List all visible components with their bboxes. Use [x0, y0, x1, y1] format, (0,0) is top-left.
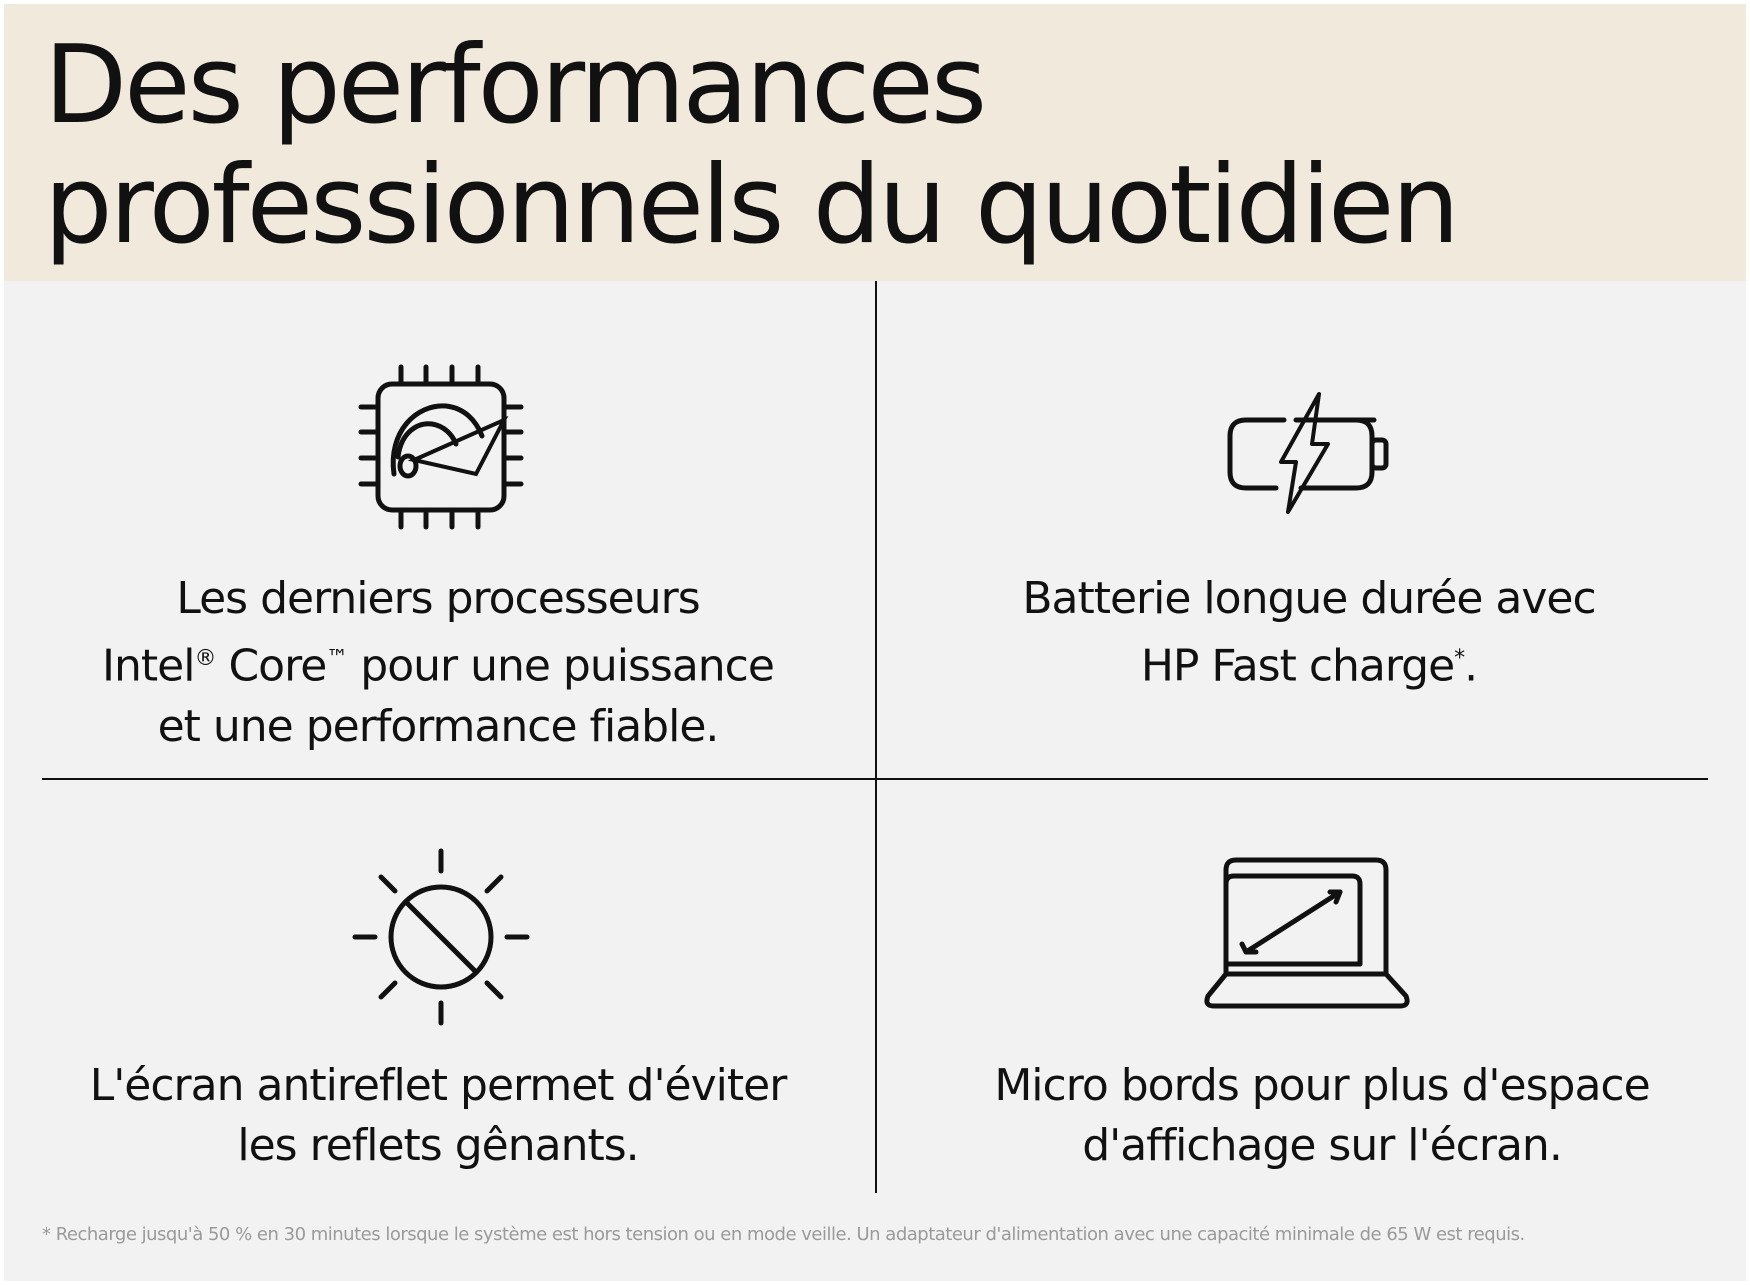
vertical-divider [875, 281, 877, 1193]
feature-line: les reflets gênants. [237, 1120, 639, 1171]
feature-line: d'affichage sur l'écran. [1082, 1120, 1563, 1171]
feature-line: HP Fast charge [1140, 640, 1455, 692]
feature-line: Core [215, 640, 327, 692]
feature-line: L'écran antireflet permet d'éviter [89, 1060, 788, 1111]
feature-line: Micro bords pour plus d'espace [994, 1060, 1650, 1111]
registered-mark: ® [194, 646, 216, 671]
feature-battery-text: Batterie longue durée avec HP Fast charg… [899, 569, 1719, 697]
horizontal-divider [42, 778, 1708, 780]
feature-line: Les derniers processeurs [176, 573, 700, 624]
feature-microedge-text: Micro bords pour plus d'espace d'afficha… [912, 1056, 1732, 1176]
feature-antiglare-text: L'écran antireflet permet d'éviter les r… [28, 1056, 848, 1176]
feature-line: Intel [102, 640, 195, 692]
battery-fast-charge-icon [1227, 392, 1389, 514]
header-banner: Des performances professionnels du quoti… [4, 4, 1746, 281]
feature-line: . [1464, 640, 1478, 692]
feature-line: et une performance fiable. [157, 700, 720, 752]
feature-line: pour une puissance [347, 640, 775, 692]
anti-glare-sun-icon [352, 848, 530, 1026]
feature-processor-text: Les derniers processeurs Intel® Core™ po… [28, 569, 848, 757]
trademark-mark: ™ [326, 646, 348, 671]
processor-speedometer-icon [358, 364, 524, 530]
title-line-2: professionnels du quotidien [44, 143, 1460, 268]
footnote-mark: * [1454, 646, 1465, 671]
feature-line: Batterie longue durée avec [1022, 573, 1596, 624]
page-title: Des performances professionnels du quoti… [44, 23, 1460, 268]
title-line-1: Des performances [44, 23, 987, 148]
laptop-micro-edge-icon [1204, 857, 1410, 1009]
footnote: * Recharge jusqu'à 50 % en 30 minutes lo… [42, 1224, 1525, 1245]
